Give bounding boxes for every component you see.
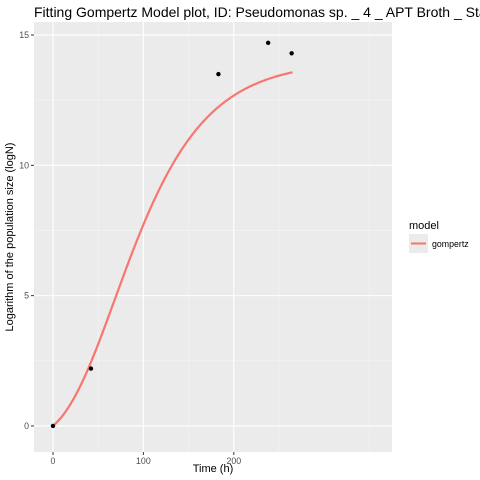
y-axis-title: Logarithm of the population size (logN)	[4, 143, 16, 332]
y-tick-label: 5	[24, 291, 29, 301]
y-axis-ticks: 0 5 10 15	[19, 30, 34, 431]
x-axis-title: Time (h)	[193, 463, 234, 475]
major-gridlines	[34, 22, 392, 452]
observed-points	[50, 40, 294, 429]
data-point	[265, 40, 271, 46]
plot-panel	[34, 22, 392, 452]
x-tick-label: 100	[136, 456, 151, 466]
data-point	[88, 366, 94, 371]
y-tick-label: 10	[19, 160, 29, 170]
x-tick-label: 200	[226, 456, 241, 466]
gompertz-curve	[52, 71, 293, 427]
legend-label-gompertz: gompertz	[432, 239, 469, 249]
minor-gridlines	[34, 22, 392, 452]
data-point	[216, 71, 221, 77]
y-tick-label: 0	[24, 421, 29, 431]
x-axis-ticks: 0 100 200	[51, 452, 241, 466]
legend: model gompertz	[409, 220, 469, 253]
data-point	[289, 51, 294, 56]
series-layer	[52, 71, 293, 427]
data-point	[50, 423, 56, 429]
chart-title: Fitting Gompertz Model plot, ID: Pseudom…	[34, 4, 480, 20]
x-tick-label: 0	[51, 456, 56, 466]
y-tick-label: 15	[19, 30, 29, 40]
legend-title: model	[409, 220, 439, 232]
